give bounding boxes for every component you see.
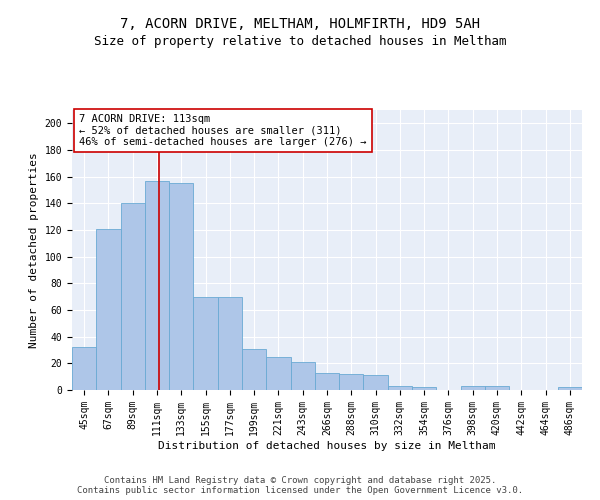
Bar [412,388,436,390]
Bar [145,180,169,390]
Y-axis label: Number of detached properties: Number of detached properties [29,152,39,348]
Bar [218,296,242,390]
Bar [461,386,485,390]
Bar [72,348,96,390]
Bar [364,376,388,390]
Bar [169,184,193,390]
Text: 7 ACORN DRIVE: 113sqm
← 52% of detached houses are smaller (311)
46% of semi-det: 7 ACORN DRIVE: 113sqm ← 52% of detached … [79,114,367,147]
Bar [290,362,315,390]
Bar [339,374,364,390]
Bar [558,388,582,390]
X-axis label: Distribution of detached houses by size in Meltham: Distribution of detached houses by size … [158,440,496,450]
Text: 7, ACORN DRIVE, MELTHAM, HOLMFIRTH, HD9 5AH: 7, ACORN DRIVE, MELTHAM, HOLMFIRTH, HD9 … [120,18,480,32]
Bar [485,386,509,390]
Bar [266,356,290,390]
Bar [388,386,412,390]
Bar [121,204,145,390]
Bar [193,296,218,390]
Text: Size of property relative to detached houses in Meltham: Size of property relative to detached ho… [94,35,506,48]
Bar [96,228,121,390]
Bar [315,372,339,390]
Text: Contains HM Land Registry data © Crown copyright and database right 2025.
Contai: Contains HM Land Registry data © Crown c… [77,476,523,495]
Bar [242,348,266,390]
